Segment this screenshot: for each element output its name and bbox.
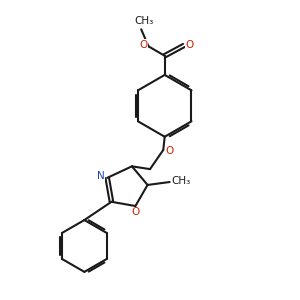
Text: O: O [185,40,193,50]
Text: CH₃: CH₃ [171,176,190,185]
Text: N: N [97,171,105,182]
Text: CH₃: CH₃ [134,16,154,26]
Text: O: O [131,208,140,218]
Text: O: O [166,146,174,157]
Text: O: O [139,40,147,50]
